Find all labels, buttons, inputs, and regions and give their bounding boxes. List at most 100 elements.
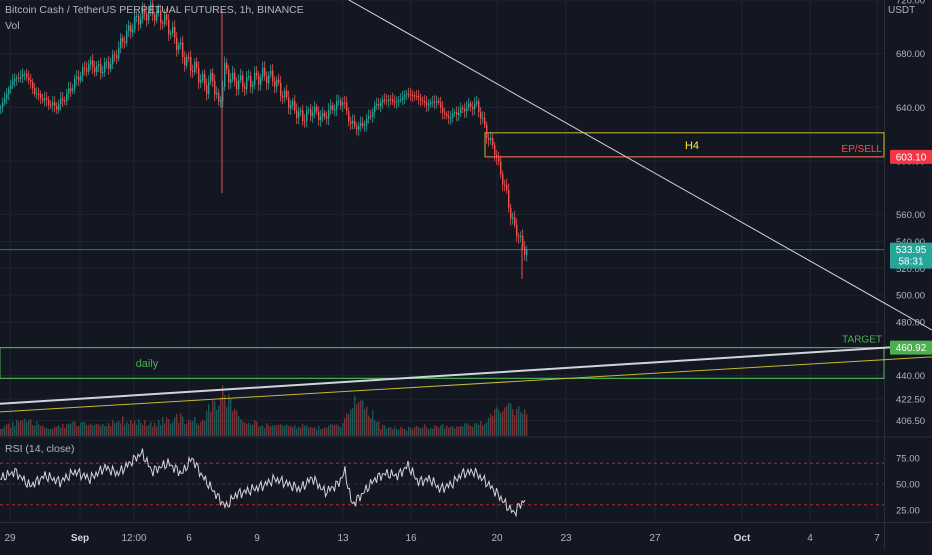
volume-bar: [300, 427, 302, 436]
volume-bar: [318, 425, 320, 436]
volume-bar: [408, 426, 410, 436]
volume-bar: [328, 425, 330, 436]
candle-body: [104, 62, 106, 73]
candle-body: [178, 45, 180, 51]
candle-body: [156, 11, 158, 21]
candle-body: [474, 103, 476, 110]
candle-body: [520, 235, 522, 238]
volume-bar: [474, 423, 476, 436]
candle-body: [170, 32, 172, 35]
volume-bar: [254, 420, 256, 436]
volume-bar: [360, 400, 362, 436]
volume-bar: [374, 420, 376, 436]
candle-body: [368, 115, 370, 119]
candle-body: [176, 37, 178, 51]
candle-body: [78, 76, 80, 81]
candle-body: [386, 100, 388, 102]
volume-bar: [174, 417, 176, 436]
volume-bar: [442, 424, 444, 436]
candle-body: [308, 109, 310, 111]
candle-body: [288, 97, 290, 109]
volume-bar: [458, 426, 460, 436]
volume-bar: [184, 423, 186, 436]
time-tick-label: 4: [807, 533, 813, 544]
candle-body: [126, 30, 128, 44]
volume-bar: [156, 426, 158, 436]
candle-body: [52, 102, 54, 106]
price-tick-label: 480.00: [896, 317, 925, 328]
candle-body: [468, 103, 470, 108]
volume-bar: [288, 426, 290, 436]
candle-body: [174, 26, 176, 38]
time-tick-label: 13: [337, 533, 349, 544]
volume-bar: [172, 421, 174, 436]
candle-body: [62, 98, 64, 101]
volume-bar: [160, 424, 162, 436]
volume-bar: [192, 421, 194, 436]
candle-body: [416, 96, 418, 98]
candle-body: [508, 189, 510, 208]
volume-bar: [286, 424, 288, 436]
volume-bar: [214, 400, 216, 436]
volume-bar: [24, 418, 26, 436]
volume-bar: [358, 401, 360, 436]
volume-bar: [326, 427, 328, 436]
candle-body: [302, 110, 304, 122]
candle-body: [54, 102, 56, 106]
candle-body: [400, 99, 402, 101]
volume-bar: [494, 409, 496, 436]
volume-bar: [314, 427, 316, 436]
volume-bar: [506, 405, 508, 436]
candle-body: [248, 76, 250, 78]
volume-bar: [186, 423, 188, 436]
candle-body: [116, 55, 118, 59]
candle-body: [388, 99, 390, 101]
volume-bar: [36, 421, 38, 436]
volume-bar: [460, 425, 462, 436]
volume-bar: [206, 410, 208, 436]
volume-bar: [142, 424, 144, 436]
candle-body: [480, 112, 482, 119]
candle-body: [452, 113, 454, 118]
candle-body: [4, 98, 6, 103]
volume-bar: [100, 425, 102, 436]
candle-body: [58, 104, 60, 110]
volume-bar: [266, 423, 268, 436]
candle-body: [138, 15, 140, 25]
volume-bar: [216, 410, 218, 436]
candle-body: [340, 100, 342, 106]
candle-body: [160, 10, 162, 24]
volume-bar: [304, 425, 306, 436]
volume-bar: [244, 422, 246, 436]
time-tick-label: 12:00: [121, 533, 146, 544]
candle-body: [322, 112, 324, 117]
volume-bar: [168, 419, 170, 436]
volume-bar: [224, 394, 226, 436]
candle-body: [504, 184, 506, 186]
volume-bar: [264, 428, 266, 436]
candle-body: [158, 10, 160, 12]
candle-body: [34, 88, 36, 94]
candle-body: [350, 121, 352, 124]
volume-bar: [448, 427, 450, 436]
volume-bar: [222, 385, 224, 436]
candle-body: [250, 76, 252, 87]
candle-body: [120, 37, 122, 48]
volume-bar: [218, 405, 220, 436]
volume-bar: [376, 421, 378, 436]
volume-bar: [468, 424, 470, 436]
volume-bar: [486, 422, 488, 436]
price-tick-label: 406.50: [896, 416, 925, 427]
volume-bars: [0, 385, 528, 436]
volume-bar: [38, 424, 40, 436]
candle-body: [266, 76, 268, 84]
candle-body: [524, 247, 526, 255]
volume-bar: [208, 404, 210, 436]
current-price-line-tag: 533.95: [896, 245, 927, 256]
volume-bar: [382, 424, 384, 436]
candle-body: [150, 3, 152, 12]
candle-body: [130, 25, 132, 33]
volume-bar: [104, 425, 106, 436]
